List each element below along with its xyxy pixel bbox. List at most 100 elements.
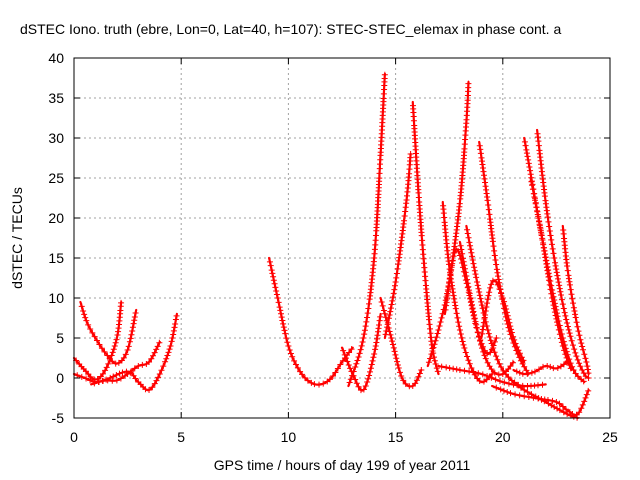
plus-marker <box>569 342 576 349</box>
plus-marker <box>507 323 514 330</box>
plus-marker <box>452 302 459 309</box>
arc-series <box>378 296 425 390</box>
plus-marker <box>552 259 559 266</box>
plus-marker <box>377 313 384 320</box>
plus-marker <box>584 366 591 373</box>
plus-marker <box>458 334 465 341</box>
plus-marker <box>516 392 523 399</box>
plus-marker <box>444 295 451 302</box>
plus-marker <box>281 327 288 334</box>
plus-marker <box>394 265 401 272</box>
plus-marker <box>115 328 122 335</box>
y-tick-label: 10 <box>48 290 64 306</box>
plus-marker <box>118 299 125 306</box>
plus-marker <box>547 232 554 239</box>
plus-marker <box>535 142 542 149</box>
plus-marker <box>525 160 532 167</box>
plus-marker <box>445 284 452 291</box>
plus-marker <box>316 381 323 388</box>
plus-marker <box>279 317 286 324</box>
plus-marker <box>370 354 377 361</box>
plus-marker <box>365 305 372 312</box>
plus-marker <box>501 298 508 305</box>
plus-marker <box>556 331 563 338</box>
y-tick-label: 20 <box>48 210 64 226</box>
plus-marker <box>129 324 136 331</box>
arc-line <box>426 80 470 368</box>
plus-marker <box>487 284 494 291</box>
plus-marker <box>485 206 492 213</box>
y-tick-label: 15 <box>48 250 64 266</box>
plus-marker <box>527 171 534 178</box>
plus-marker <box>430 344 437 351</box>
plus-marker <box>513 368 520 375</box>
plus-marker <box>451 295 458 302</box>
plus-marker <box>492 376 499 383</box>
plus-marker <box>488 340 495 347</box>
plus-marker <box>401 213 408 220</box>
plus-marker <box>102 367 109 374</box>
plus-marker <box>509 359 516 366</box>
plus-marker <box>294 364 301 371</box>
plus-marker <box>520 357 527 364</box>
plus-marker <box>507 363 514 370</box>
plus-marker <box>438 363 445 370</box>
plus-marker <box>534 382 541 389</box>
plus-marker <box>524 389 531 396</box>
plus-marker <box>282 330 289 337</box>
plus-marker <box>104 352 111 359</box>
plus-marker <box>476 378 483 385</box>
plus-marker <box>362 382 369 389</box>
plus-marker <box>449 260 456 267</box>
plus-marker <box>577 336 584 343</box>
plus-marker <box>109 349 116 356</box>
plus-marker <box>536 222 543 229</box>
plus-marker <box>491 338 498 345</box>
plus-marker <box>564 358 571 364</box>
plus-marker <box>541 396 548 403</box>
plus-marker <box>363 318 370 325</box>
plus-marker <box>387 305 394 312</box>
plus-marker <box>548 290 555 297</box>
plus-marker <box>525 156 532 163</box>
plus-marker <box>557 288 564 295</box>
plus-marker <box>459 250 466 257</box>
plus-marker <box>74 372 81 379</box>
plus-marker <box>332 369 339 376</box>
arc-series <box>346 71 388 388</box>
plus-marker <box>428 351 435 358</box>
plus-marker <box>433 334 440 341</box>
plus-marker <box>275 299 282 306</box>
plus-marker <box>381 71 388 78</box>
plus-marker <box>476 142 483 149</box>
plus-marker <box>567 365 574 372</box>
plus-marker <box>485 292 492 299</box>
plus-marker <box>494 281 501 288</box>
plus-marker <box>496 360 503 367</box>
plus-marker <box>341 351 348 358</box>
plus-marker <box>584 363 591 370</box>
plus-marker <box>568 291 575 298</box>
plus-marker <box>168 338 175 345</box>
plus-marker <box>384 324 391 331</box>
plus-marker <box>483 304 490 311</box>
plus-marker <box>521 363 528 370</box>
plus-marker <box>464 226 471 233</box>
plus-marker <box>376 322 383 329</box>
plus-marker <box>432 337 439 344</box>
plus-marker <box>480 168 487 175</box>
plus-marker <box>389 338 396 345</box>
plus-marker <box>165 349 172 356</box>
arc-series <box>528 176 574 372</box>
plus-marker <box>529 182 536 189</box>
plus-marker <box>349 372 356 379</box>
grid <box>74 58 610 418</box>
plus-marker <box>115 359 122 366</box>
plus-marker <box>485 202 492 209</box>
plus-marker <box>560 305 567 312</box>
plus-marker <box>564 323 571 330</box>
plus-marker <box>573 353 580 360</box>
plus-marker <box>457 331 464 338</box>
plus-marker <box>576 332 583 339</box>
plus-marker <box>507 390 514 397</box>
